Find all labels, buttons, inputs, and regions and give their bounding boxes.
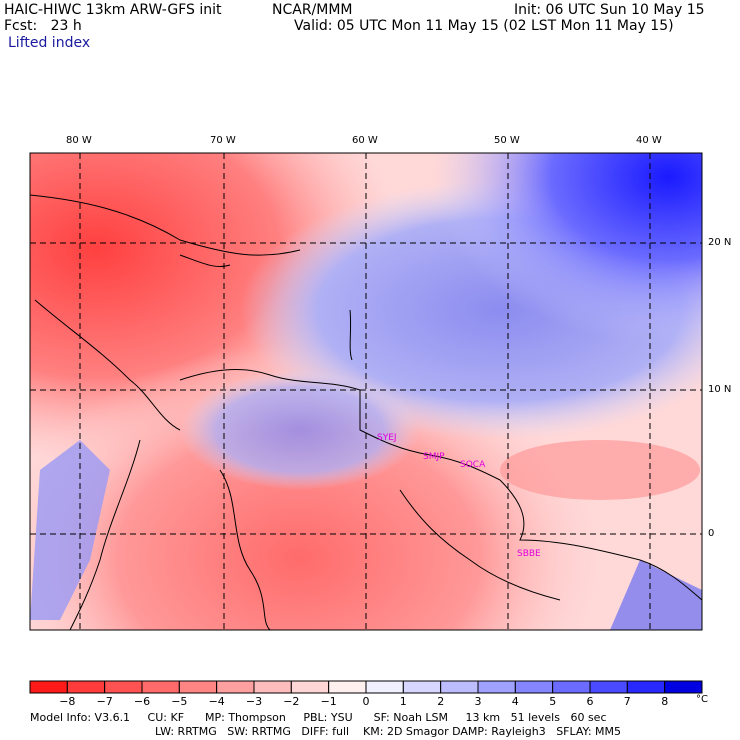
lat-lon-grid (30, 153, 702, 630)
colorbar-tick-label: −1 (320, 695, 337, 708)
coastlines (30, 194, 702, 630)
station-label: SBBE (517, 549, 541, 559)
colorbar-tick-label: 8 (661, 695, 669, 708)
colorbar-swatch (216, 680, 255, 694)
colorbar-swatch (477, 680, 516, 694)
init-time: Init: 06 UTC Sun 10 May 15 (514, 2, 705, 18)
colorbar-tick-label: 4 (511, 695, 519, 708)
colorbar-swatch (253, 680, 292, 694)
model-info-line1: Model Info: V3.6.1 CU: KF MP: Thompson P… (30, 711, 607, 724)
colorbar-swatch (29, 680, 68, 694)
colorbar-swatch (514, 680, 554, 694)
colorbar-swatch (290, 680, 330, 694)
station-label: SOCA (460, 460, 486, 470)
colorbar-swatch (66, 680, 106, 694)
lat-label: 10 N (708, 384, 732, 395)
colorbar-tick-label: 6 (586, 695, 594, 708)
colorbar-tick-label: 2 (437, 695, 445, 708)
field-name: Lifted index (8, 35, 91, 51)
colorbar-swatch (402, 680, 442, 694)
colorbar-swatch (178, 680, 218, 694)
colorbar-swatch (626, 680, 666, 694)
lon-label: 70 W (210, 135, 236, 146)
lat-label: 20 N (708, 237, 732, 248)
colorbar-tick-label: 5 (549, 695, 557, 708)
center-name: NCAR/MMM (272, 2, 353, 18)
lon-label: 50 W (494, 135, 520, 146)
colorbar-tick-label: −2 (283, 695, 300, 708)
colorbar-swatch (104, 680, 143, 694)
map-frame (29, 152, 703, 631)
colorbar-tick-label: 3 (474, 695, 482, 708)
colorbar-swatch (141, 680, 180, 694)
station-label: SMJP (423, 452, 445, 462)
colorbar-tick-label: −4 (208, 695, 225, 708)
valid-time: Valid: 05 UTC Mon 11 May 15 (02 LST Mon … (294, 18, 674, 34)
colorbar-swatch (589, 680, 628, 694)
colorbar-unit: °C (696, 694, 708, 705)
lon-label: 60 W (352, 135, 378, 146)
station-label: SYEJ (377, 433, 397, 443)
lon-label: 40 W (636, 135, 662, 146)
colorbar-tick-label: 0 (362, 695, 370, 708)
colorbar-swatch (365, 680, 404, 694)
colorbar (29, 680, 703, 694)
colorbar-tick-label: 7 (623, 695, 631, 708)
run-title: HAIC-HIWC 13km ARW-GFS init (4, 2, 222, 18)
colorbar-swatch (664, 680, 703, 694)
colorbar-swatch (328, 680, 367, 694)
colorbar-tick-label: −8 (59, 695, 76, 708)
forecast-hour: Fcst: 23 h (4, 18, 82, 34)
colorbar-tick-label: −5 (171, 695, 188, 708)
colorbar-swatch (440, 680, 479, 694)
colorbar-tick-label: 1 (399, 695, 407, 708)
colorbar-swatch (552, 680, 591, 694)
colorbar-tick-label: −6 (133, 695, 151, 708)
model-info-line2: LW: RRTMG SW: RRTMG DIFF: full KM: 2D Sm… (155, 725, 621, 738)
lat-label: 0 (708, 528, 715, 539)
lon-label: 80 W (66, 135, 92, 146)
colorbar-tick-label: −7 (96, 695, 113, 708)
colorbar-tick-label: −3 (245, 695, 263, 708)
